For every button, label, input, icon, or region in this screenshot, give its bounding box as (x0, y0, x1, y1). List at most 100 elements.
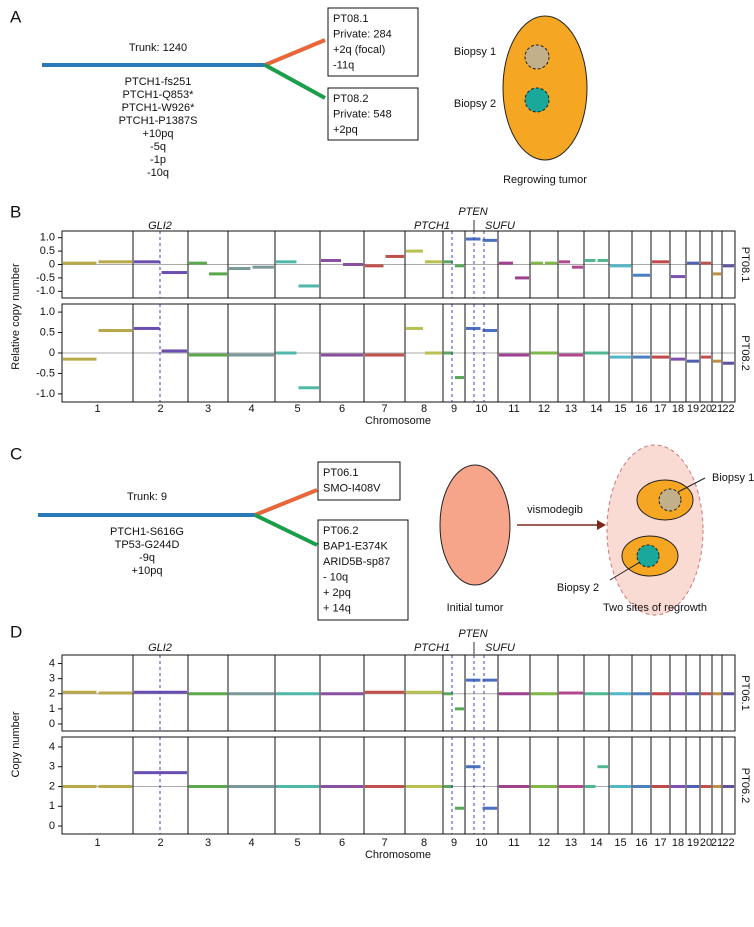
segment (466, 765, 481, 769)
label: 9 (451, 403, 457, 415)
segment (229, 353, 274, 357)
label: 0.5 (40, 245, 55, 257)
label: PT08.1 (333, 13, 368, 25)
tumor (439, 464, 511, 586)
label: - 10q (323, 571, 348, 583)
branch (264, 38, 326, 67)
label: 1.0 (40, 306, 55, 318)
label: 4 (49, 741, 55, 753)
segment (444, 260, 453, 264)
segment (687, 692, 699, 696)
label: -0.5 (36, 367, 55, 379)
label: PTCH1-S616G (110, 526, 184, 538)
segment (559, 691, 583, 695)
label: Chromosome (365, 849, 431, 861)
segment (321, 784, 363, 788)
label: PTEN (458, 206, 487, 218)
segment (63, 784, 97, 788)
segment (545, 261, 557, 265)
branch-box (317, 461, 401, 501)
segment (559, 353, 583, 357)
segment (161, 271, 187, 275)
label: -10q (147, 167, 169, 179)
segment (189, 261, 207, 265)
label: 3 (205, 403, 211, 415)
segment (134, 260, 160, 264)
label: 22 (722, 403, 734, 415)
label: 17 (654, 403, 666, 415)
label: 6 (339, 403, 345, 415)
segment (687, 359, 699, 363)
segment (189, 784, 227, 788)
segment (466, 326, 481, 330)
label: -1.0 (36, 285, 55, 297)
label: 15 (614, 837, 626, 849)
label: vismodegib (527, 504, 583, 516)
label: 18 (672, 403, 684, 415)
label: B (10, 202, 21, 221)
label: PT08.2 (739, 335, 751, 370)
label: GLI2 (148, 220, 172, 232)
segment (189, 353, 227, 357)
label: 0 (49, 820, 55, 832)
label: C (10, 444, 22, 463)
segment (209, 272, 227, 276)
branch (264, 63, 326, 100)
segment (134, 771, 187, 775)
label: Biopsy 2 (454, 98, 496, 110)
segment (531, 692, 557, 696)
label: 3 (49, 761, 55, 773)
segment (482, 238, 497, 242)
label: SUFU (485, 220, 515, 232)
label: 1.0 (40, 232, 55, 244)
segment (466, 237, 481, 241)
label: PT06.1 (739, 675, 751, 710)
segment (298, 284, 319, 288)
segment (652, 784, 669, 788)
segment (98, 691, 132, 695)
label: 5 (294, 403, 300, 415)
segment (610, 784, 631, 788)
segment (633, 692, 650, 696)
label: Private: 284 (333, 28, 392, 40)
label: 0 (49, 347, 55, 359)
label: 21 (711, 837, 723, 849)
label: 16 (635, 837, 647, 849)
label: 2 (49, 780, 55, 792)
segment (482, 806, 497, 810)
segment (671, 275, 685, 279)
segment (652, 260, 669, 264)
label: 10 (475, 403, 487, 415)
branch (254, 488, 318, 517)
segment (98, 784, 132, 788)
label: 20 (700, 403, 712, 415)
segment (229, 784, 274, 788)
label: BAP1-E374K (323, 540, 388, 552)
label: 12 (538, 837, 550, 849)
label: SMO-I408V (323, 482, 381, 494)
branch-box (327, 7, 419, 77)
label: 9 (451, 837, 457, 849)
segment (425, 260, 442, 264)
segment (701, 355, 711, 359)
segment (455, 376, 464, 380)
segment (444, 351, 453, 355)
segment (559, 260, 570, 264)
label: Initial tumor (447, 602, 504, 614)
label: Two sites of regrowth (603, 602, 707, 614)
segment (585, 258, 596, 262)
label: ARID5B-sp87 (323, 556, 390, 568)
label: -1.0 (36, 388, 55, 400)
label: PT06.2 (323, 525, 358, 537)
segment (701, 261, 711, 265)
segment (98, 329, 132, 332)
label: 7 (381, 837, 387, 849)
label: 7 (381, 403, 387, 415)
segment (63, 690, 97, 694)
label: 4 (49, 657, 55, 669)
label: 3 (205, 837, 211, 849)
label: 17 (654, 837, 666, 849)
segment (499, 261, 513, 265)
label: -0.5 (36, 272, 55, 284)
label: 0 (49, 258, 55, 270)
